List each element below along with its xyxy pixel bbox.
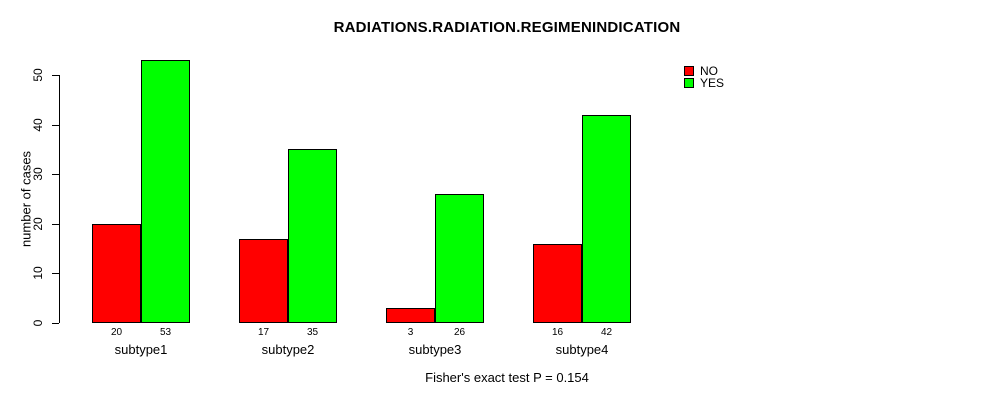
y-tick-mark xyxy=(52,273,59,274)
legend-label: YES xyxy=(700,76,725,90)
bar-no-subtype3 xyxy=(386,308,435,323)
y-tick-label: 0 xyxy=(31,319,45,327)
chart-title: RADIATIONS.RADIATION.REGIMENINDICATION xyxy=(333,19,681,36)
y-tick-mark xyxy=(52,323,59,324)
bar-yes-subtype4 xyxy=(582,115,631,323)
bar-no-subtype1 xyxy=(92,224,141,323)
y-axis-line xyxy=(59,75,60,323)
y-tick-label: 30 xyxy=(31,167,45,181)
y-tick-label: 10 xyxy=(31,266,45,280)
legend-swatch-no xyxy=(684,66,694,76)
y-tick-mark xyxy=(52,224,59,225)
bar-count-label: 16 xyxy=(551,327,564,338)
legend-item-no: NO xyxy=(684,65,724,77)
legend-item-yes: YES xyxy=(684,77,724,89)
y-tick-label: 50 xyxy=(31,68,45,82)
y-tick-mark xyxy=(52,75,59,76)
y-tick-mark xyxy=(52,125,59,126)
bar-no-subtype4 xyxy=(533,244,582,323)
x-category-label-subtype3: subtype3 xyxy=(408,342,462,357)
x-category-label-subtype4: subtype4 xyxy=(555,342,609,357)
y-tick-mark xyxy=(52,174,59,175)
bar-count-label: 53 xyxy=(159,327,172,338)
legend: NO YES xyxy=(684,65,724,89)
bar-no-subtype2 xyxy=(239,239,288,323)
bar-count-label: 35 xyxy=(306,327,319,338)
bar-yes-subtype1 xyxy=(141,60,190,323)
legend-label: NO xyxy=(700,64,718,78)
bar-count-label: 26 xyxy=(453,327,466,338)
bar-count-label: 3 xyxy=(407,327,414,338)
bar-count-label: 17 xyxy=(257,327,270,338)
x-category-label-subtype2: subtype2 xyxy=(261,342,315,357)
bar-count-label: 20 xyxy=(110,327,123,338)
x-category-label-subtype1: subtype1 xyxy=(114,342,168,357)
fisher-test-caption: Fisher's exact test P = 0.154 xyxy=(425,370,589,385)
bar-count-label: 42 xyxy=(600,327,613,338)
y-tick-label: 20 xyxy=(31,217,45,231)
legend-swatch-yes xyxy=(684,78,694,88)
y-tick-label: 40 xyxy=(31,118,45,132)
y-axis-label: number of cases xyxy=(18,150,34,248)
bar-yes-subtype2 xyxy=(288,149,337,323)
bar-yes-subtype3 xyxy=(435,194,484,323)
